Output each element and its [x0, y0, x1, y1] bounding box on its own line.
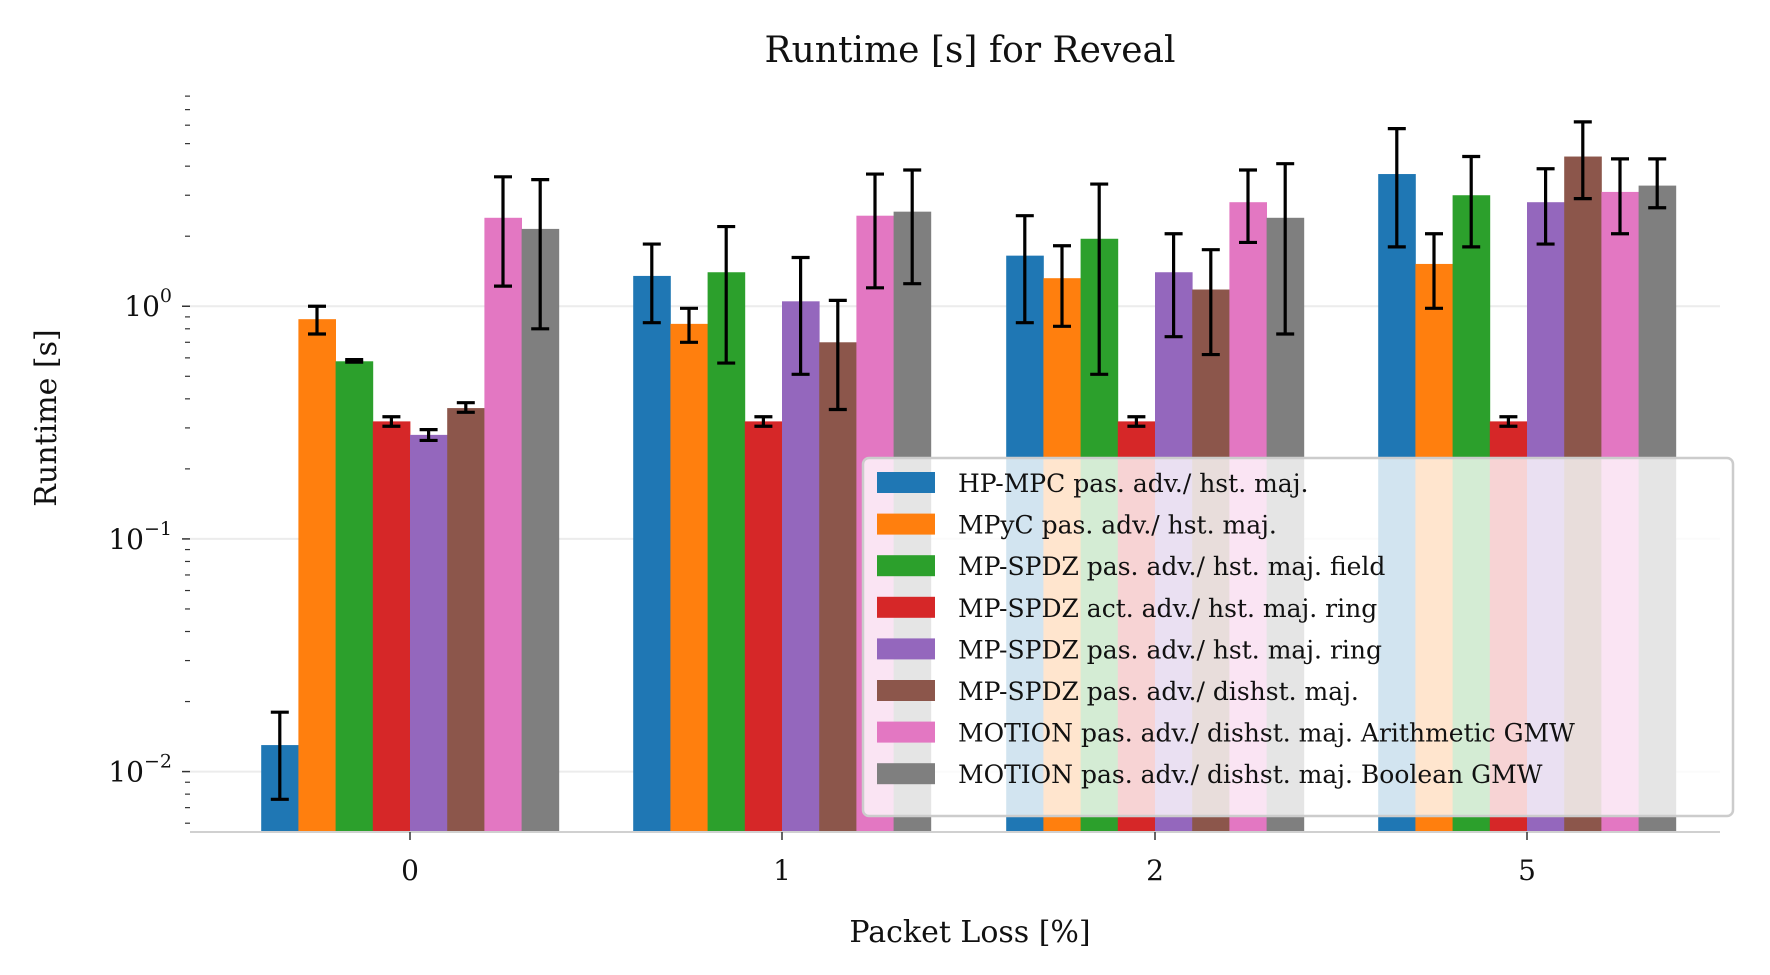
legend-swatch	[877, 555, 935, 577]
y-tick-label: 10−2	[108, 751, 172, 789]
legend-label: HP-MPC pas. adv./ hst. maj.	[958, 469, 1308, 498]
x-tick-label: 1	[773, 854, 791, 887]
legend-swatch	[877, 596, 935, 618]
error-bar	[1053, 244, 1071, 328]
y-tick-label-base: 10	[124, 290, 160, 323]
legend-swatch	[877, 763, 935, 785]
error-bar	[1648, 157, 1667, 210]
error-bar	[382, 415, 401, 428]
bar	[633, 275, 671, 832]
error-bar	[1015, 214, 1034, 325]
y-tick-label-exp: −1	[144, 518, 172, 540]
legend-entry: MPyC pas. adv./ hst. maj.	[877, 511, 1277, 540]
error-bar	[308, 304, 326, 336]
legend-entry: MP-SPDZ pas. adv./ hst. maj. ring	[877, 635, 1382, 664]
legend-swatch	[877, 680, 935, 701]
legend-entry: MOTION pas. adv./ dishst. maj. Boolean G…	[877, 760, 1543, 789]
error-bar	[1090, 182, 1109, 376]
x-tick-label: 5	[1518, 854, 1536, 887]
y-tick-label-exp: −2	[144, 751, 172, 773]
y-tick-label-base: 10	[108, 523, 144, 556]
error-bar	[1536, 167, 1555, 246]
error-bar	[1127, 415, 1146, 428]
error-bar	[1573, 120, 1592, 201]
bar	[782, 301, 820, 832]
error-bar	[828, 298, 847, 412]
error-bar	[866, 172, 884, 290]
error-bars	[270, 120, 1667, 801]
x-axis-ticks: 0 1 2 5	[401, 832, 1536, 887]
y-tick-label: 10−1	[108, 518, 172, 556]
chart-title: Runtime [s] for Reveal	[764, 30, 1175, 71]
error-bar	[1276, 162, 1295, 336]
error-bar	[1499, 415, 1518, 428]
legend-entry: MP-SPDZ pas. adv./ hst. maj. field	[877, 552, 1385, 581]
error-bar	[791, 255, 810, 376]
bar	[707, 272, 746, 832]
legend-label: MPyC pas. adv./ hst. maj.	[958, 511, 1277, 540]
error-bar	[1611, 157, 1629, 236]
error-bar	[1462, 154, 1481, 249]
y-axis-label: Runtime [s]	[29, 329, 64, 506]
bar	[447, 408, 485, 832]
legend-label: MP-SPDZ pas. adv./ hst. maj. field	[958, 552, 1385, 581]
legend-swatch	[877, 472, 935, 493]
error-bar	[680, 306, 698, 344]
legend-label: MP-SPDZ pas. adv./ hst. maj. ring	[958, 635, 1382, 664]
legend-entry: HP-MPC pas. adv./ hst. maj.	[877, 469, 1308, 498]
error-bar	[494, 175, 512, 288]
error-bar	[1239, 168, 1257, 245]
legend-entry: MOTION pas. adv./ dishst. maj. Arithmeti…	[877, 719, 1575, 748]
error-bar	[1164, 232, 1183, 339]
error-bar	[1425, 232, 1443, 310]
y-tick-label: 100	[124, 285, 172, 323]
bar	[484, 217, 522, 832]
error-bar	[642, 242, 661, 325]
error-bar	[345, 357, 364, 364]
bar	[410, 434, 448, 832]
bar	[819, 342, 857, 832]
legend-frame	[861, 456, 1735, 818]
error-bar	[456, 401, 475, 414]
legend-items: HP-MPC pas. adv./ hst. maj. MPyC pas. adv…	[877, 469, 1575, 789]
error-bar	[903, 168, 922, 286]
error-bar	[1387, 127, 1406, 249]
bar	[298, 319, 336, 832]
bar	[670, 323, 708, 832]
y-tick-label-base: 10	[108, 756, 144, 789]
bar	[744, 421, 783, 832]
error-bar	[1201, 248, 1220, 357]
error-bar	[754, 415, 773, 428]
legend-label: MP-SPDZ pas. adv./ dishst. maj.	[958, 677, 1359, 706]
legend-label: MP-SPDZ act. adv./ hst. maj. ring	[958, 594, 1377, 623]
y-tick-label-exp: 0	[160, 285, 172, 307]
legend-swatch	[877, 513, 935, 535]
error-bar	[419, 428, 438, 443]
legend-swatch	[877, 721, 935, 743]
x-tick-label: 0	[401, 854, 419, 887]
error-bar	[270, 710, 289, 801]
x-axis-label: Packet Loss [%]	[849, 915, 1090, 950]
legend-swatch	[877, 638, 935, 660]
legend-entry: MP-SPDZ pas. adv./ dishst. maj.	[877, 677, 1359, 706]
legend-label: MOTION pas. adv./ dishst. maj. Boolean G…	[958, 760, 1543, 789]
error-bar	[531, 178, 550, 331]
bar	[372, 421, 411, 832]
bar	[335, 361, 374, 832]
legend: HP-MPC pas. adv./ hst. maj. MPyC pas. adv…	[861, 456, 1735, 818]
x-tick-label: 2	[1146, 854, 1164, 887]
error-bar	[717, 224, 736, 365]
legend-entry: MP-SPDZ act. adv./ hst. maj. ring	[877, 594, 1377, 623]
legend-label: MOTION pas. adv./ dishst. maj. Arithmeti…	[958, 719, 1575, 748]
